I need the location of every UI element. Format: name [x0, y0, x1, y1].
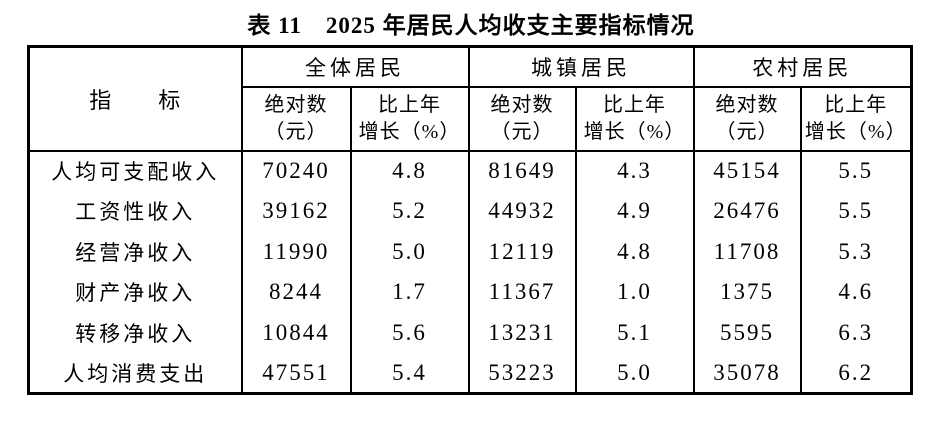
value-cell: 12119 — [467, 231, 577, 272]
value-cell: 5.0 — [349, 231, 470, 272]
value-cell: 4.9 — [574, 191, 695, 232]
value-cell: 5.5 — [799, 191, 913, 232]
subheader-all-growth: 比上年 增长（%） — [349, 85, 470, 152]
value-cell: 13231 — [467, 312, 577, 353]
subheader-rural-growth: 比上年 增长（%） — [799, 85, 913, 152]
value-cell: 47551 — [240, 353, 352, 394]
subheader-line2: 增长（%） — [358, 120, 461, 143]
subheader-line2: 增长（%） — [583, 120, 686, 143]
table-row: 财产净收入 8244 1.7 11367 1.0 1375 4.6 — [27, 272, 913, 313]
subheader-line2: （元） — [490, 120, 554, 143]
row-label: 财产净收入 — [27, 272, 243, 313]
value-cell: 10844 — [240, 312, 352, 353]
value-cell: 8244 — [240, 272, 352, 313]
value-cell: 5.2 — [349, 191, 470, 232]
value-cell: 6.2 — [799, 353, 913, 394]
table-row: 人均消费支出 47551 5.4 53223 5.0 35078 6.2 — [27, 353, 913, 394]
table-title: 表 11 2025 年居民人均收支主要指标情况 — [247, 13, 695, 38]
row-label: 转移净收入 — [27, 312, 243, 353]
subheader-urban-growth: 比上年 增长（%） — [574, 85, 695, 152]
value-cell: 11708 — [692, 231, 802, 272]
sub-header-row: 绝对数 （元） 比上年 增长（%） 绝对数 （元） 比上年 增长（%） 绝对数 — [29, 85, 913, 152]
table-header: 指 标 全体居民 城镇居民 农村居民 绝对数 （元） 比上年 增长（%） 绝对数… — [27, 45, 913, 152]
subheader-line2: （元） — [715, 120, 779, 143]
subheader-line2: （元） — [264, 120, 328, 143]
value-cell: 5.1 — [574, 312, 695, 353]
value-cell: 1.0 — [574, 272, 695, 313]
value-cell: 44932 — [467, 191, 577, 232]
income-expenditure-table: 指 标 全体居民 城镇居民 农村居民 绝对数 （元） 比上年 增长（%） 绝对数… — [27, 45, 913, 395]
value-cell: 5.3 — [799, 231, 913, 272]
value-cell: 81649 — [467, 150, 577, 191]
value-cell: 70240 — [240, 150, 352, 191]
value-cell: 5.4 — [349, 353, 470, 394]
table-row: 经营净收入 11990 5.0 12119 4.8 11708 5.3 — [27, 231, 913, 272]
subheader-line1: 比上年 — [603, 93, 666, 116]
value-cell: 1375 — [692, 272, 802, 313]
value-cell: 6.3 — [799, 312, 913, 353]
value-cell: 26476 — [692, 191, 802, 232]
row-label: 经营净收入 — [27, 231, 243, 272]
row-label: 人均可支配收入 — [27, 150, 243, 191]
value-cell: 5.5 — [799, 150, 913, 191]
value-cell: 4.6 — [799, 272, 913, 313]
group-header-urban-residents: 城镇居民 — [467, 45, 695, 88]
group-header-all-residents: 全体居民 — [240, 45, 470, 88]
subheader-urban-absolute: 绝对数 （元） — [467, 85, 577, 152]
table-row: 人均可支配收入 70240 4.8 81649 4.3 45154 5.5 — [27, 150, 913, 191]
value-cell: 53223 — [467, 353, 577, 394]
row-label: 工资性收入 — [27, 191, 243, 232]
value-cell: 4.8 — [349, 150, 470, 191]
value-cell: 45154 — [692, 150, 802, 191]
subheader-line1: 比上年 — [824, 93, 888, 116]
value-cell: 5.6 — [349, 312, 470, 353]
table-body: 人均可支配收入 70240 4.8 81649 4.3 45154 5.5 工资… — [27, 150, 913, 394]
value-cell: 4.3 — [574, 150, 695, 191]
value-cell: 35078 — [692, 353, 802, 394]
subheader-rural-absolute: 绝对数 （元） — [692, 85, 802, 152]
group-header-row: 指 标 全体居民 城镇居民 农村居民 — [27, 45, 913, 152]
value-cell: 5595 — [692, 312, 802, 353]
indicator-header-cell: 指 标 — [27, 45, 243, 152]
value-cell: 39162 — [240, 191, 352, 232]
subheader-all-absolute: 绝对数 （元） — [240, 85, 352, 152]
subheader-line2: 增长（%） — [804, 120, 907, 143]
value-cell: 11990 — [240, 231, 352, 272]
subheader-line1: 绝对数 — [490, 93, 554, 116]
subheader-line1: 比上年 — [378, 93, 441, 116]
value-cell: 11367 — [467, 272, 577, 313]
table-row: 转移净收入 10844 5.6 13231 5.1 5595 6.3 — [27, 312, 913, 353]
subheader-line1: 绝对数 — [264, 93, 328, 116]
value-cell: 4.8 — [574, 231, 695, 272]
row-label: 人均消费支出 — [27, 353, 243, 394]
group-header-rural-residents: 农村居民 — [692, 45, 913, 88]
value-cell: 1.7 — [349, 272, 470, 313]
value-cell: 5.0 — [574, 353, 695, 394]
table-row: 工资性收入 39162 5.2 44932 4.9 26476 5.5 — [27, 191, 913, 232]
subheader-line1: 绝对数 — [715, 93, 779, 116]
